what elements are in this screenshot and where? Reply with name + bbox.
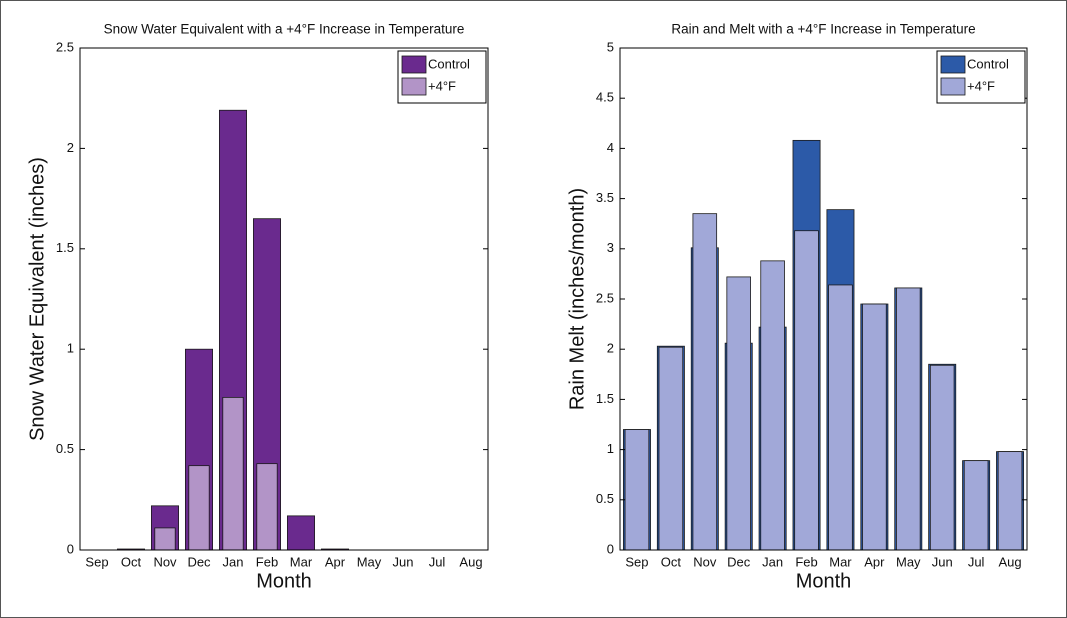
- x-tick-label: Feb: [795, 554, 817, 569]
- x-tick-label: Jun: [932, 554, 953, 569]
- x-tick-label: Jun: [393, 554, 414, 569]
- bar: [862, 303, 887, 551]
- x-tick-label: Jul: [429, 554, 446, 569]
- chart-title: Rain and Melt with a +4°F Increase in Te…: [671, 22, 975, 37]
- y-tick-label: 2: [607, 341, 614, 356]
- y-tick-label: 2.5: [56, 39, 74, 54]
- x-tick-label: Nov: [153, 554, 177, 569]
- bar: [963, 460, 989, 551]
- x-tick-label: Mar: [829, 554, 852, 569]
- legend-label: Control: [428, 56, 470, 71]
- x-tick-label: Feb: [256, 554, 278, 569]
- y-tick-label: 1: [67, 341, 74, 356]
- legend-swatch: [940, 55, 966, 74]
- y-tick-label: 0.5: [596, 491, 614, 506]
- x-tick-label: Oct: [121, 554, 142, 569]
- y-tick-label: 0.5: [56, 441, 74, 456]
- bar: [997, 451, 1023, 551]
- x-tick-label: Dec: [187, 554, 211, 569]
- y-tick-label: 4: [607, 140, 614, 155]
- x-axis-label: Month: [256, 570, 312, 592]
- legend-label: +4°F: [428, 78, 456, 93]
- bar: [794, 230, 819, 551]
- axes-box: [619, 47, 1028, 551]
- x-tick-label: Jan: [223, 554, 244, 569]
- x-tick-label: Oct: [661, 554, 682, 569]
- x-tick-label: Nov: [693, 554, 717, 569]
- x-tick-label: Sep: [625, 554, 648, 569]
- legend-swatch: [401, 77, 427, 96]
- x-tick-label: Aug: [998, 554, 1021, 569]
- x-tick-label: May: [896, 554, 921, 569]
- x-tick-label: Sep: [85, 554, 108, 569]
- y-tick-label: 1.5: [56, 240, 74, 255]
- y-axis-label: Rain Melt (inches/month): [566, 188, 588, 410]
- plot-area: [620, 48, 1027, 550]
- y-tick-label: 2.5: [596, 290, 614, 305]
- y-tick-label: 1.5: [596, 391, 614, 406]
- y-tick-label: 3.5: [596, 190, 614, 205]
- y-tick-label: 5: [607, 39, 614, 54]
- bar: [154, 527, 176, 551]
- x-tick-label: May: [357, 554, 382, 569]
- bar: [624, 429, 650, 551]
- x-tick-label: Apr: [864, 554, 885, 569]
- bar: [692, 213, 718, 551]
- y-tick-label: 4.5: [596, 90, 614, 105]
- bar: [286, 515, 315, 551]
- x-tick-label: Apr: [325, 554, 346, 569]
- y-tick-label: 1: [607, 441, 614, 456]
- x-tick-label: Jul: [968, 554, 985, 569]
- legend-swatch: [401, 55, 427, 74]
- bar: [896, 287, 921, 551]
- x-tick-label: Mar: [290, 554, 313, 569]
- bar: [828, 284, 853, 551]
- bar: [188, 465, 210, 551]
- y-tick-label: 0: [67, 541, 74, 556]
- axes-box: [79, 47, 489, 551]
- bar: [760, 260, 785, 551]
- bar: [929, 364, 955, 551]
- legend-label: +4°F: [967, 78, 995, 93]
- x-tick-label: Aug: [459, 554, 482, 569]
- y-tick-label: 0: [607, 541, 614, 556]
- x-axis-label: Month: [796, 570, 852, 592]
- chart-title: Snow Water Equivalent with a +4°F Increa…: [104, 22, 465, 37]
- bar: [256, 463, 278, 551]
- legend-swatch: [940, 77, 966, 96]
- bar: [222, 396, 244, 551]
- y-axis-label: Snow Water Equivalent (inches): [26, 157, 48, 441]
- x-tick-label: Dec: [727, 554, 751, 569]
- x-tick-label: Jan: [762, 554, 783, 569]
- legend-label: Control: [967, 56, 1009, 71]
- y-tick-label: 3: [607, 240, 614, 255]
- bar: [726, 276, 751, 551]
- bar: [658, 346, 684, 551]
- plot-area: [80, 48, 488, 550]
- y-tick-label: 2: [67, 140, 74, 155]
